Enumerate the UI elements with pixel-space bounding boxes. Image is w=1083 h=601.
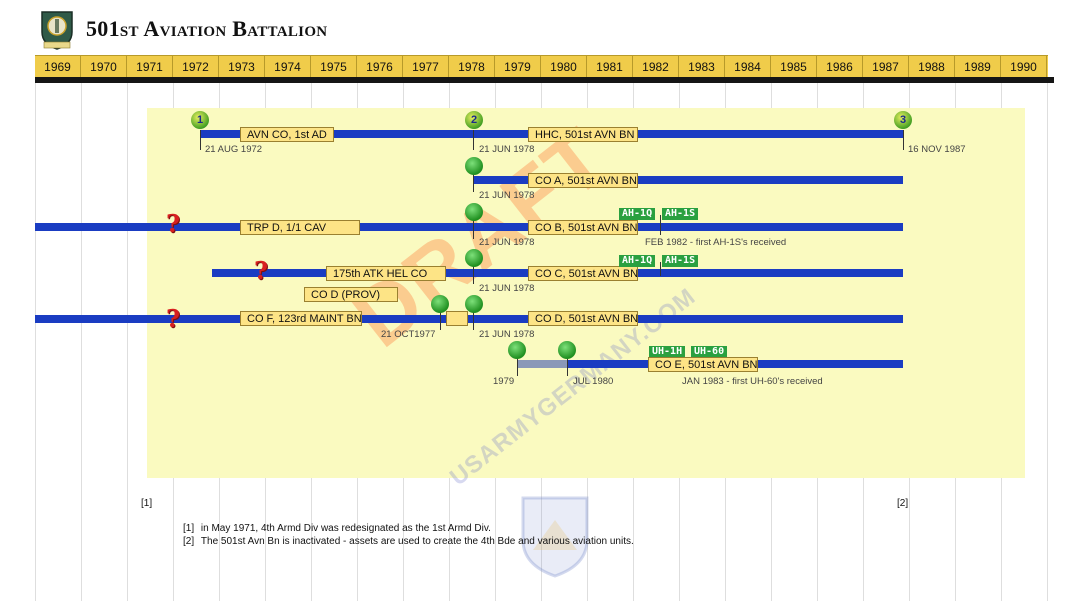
- year-label: 1980: [541, 56, 587, 78]
- year-label: 1977: [403, 56, 449, 78]
- milestone-3-marker: 3: [894, 111, 912, 129]
- year-axis: 1969 1970 1971 1972 1973 1974 1975 1976 1977 1978…: [35, 55, 1048, 78]
- tick: [517, 354, 518, 376]
- aircraft-tag-ah-1q: AH-1Q: [619, 208, 656, 220]
- year-label: 1972: [173, 56, 219, 78]
- footnote-ref-2: [2]: [897, 498, 909, 509]
- date-label: FEB 1982 - first AH-1S's received: [645, 237, 787, 248]
- co-b-lineage-line: [35, 223, 903, 231]
- tick: [440, 308, 441, 330]
- activation-marker: [558, 341, 576, 359]
- page-title: 501st Aviation Battalion: [86, 16, 328, 41]
- year-label: 1989: [955, 56, 1001, 78]
- aircraft-tag-uh-60: UH-60: [691, 346, 728, 358]
- co-d-lineage-line: [35, 315, 903, 323]
- footnote-ref-1: [1]: [141, 498, 153, 509]
- milestone-1-marker: 1: [191, 111, 209, 129]
- date-label: 16 NOV 1987: [908, 144, 966, 155]
- tick: [473, 308, 474, 330]
- footnote-1-label: [1]: [183, 523, 195, 534]
- footnote-2: [2] The 501st Avn Bn is inactivated - as…: [183, 536, 634, 547]
- unit-label-hhc: HHC, 501st AVN BN: [528, 127, 638, 142]
- unknown-origin-icon: ?: [254, 256, 269, 285]
- year-label: 1969: [35, 56, 81, 78]
- milestone-2-marker: 2: [465, 111, 483, 129]
- activation-marker: [465, 249, 483, 267]
- footnote-1: [1] in May 1971, 4th Armd Div was redesi…: [183, 523, 491, 534]
- unknown-origin-icon: ?: [166, 209, 181, 238]
- footnote-2-label: [2]: [183, 536, 195, 547]
- year-label: 1970: [81, 56, 127, 78]
- activation-marker: [508, 341, 526, 359]
- date-label: 1979: [493, 376, 515, 387]
- unit-label-175th-atk: 175th ATK HEL CO: [326, 266, 446, 281]
- aircraft-tag-uh-1h: UH-1H: [649, 346, 686, 358]
- tick: [473, 130, 474, 150]
- year-label: 1976: [357, 56, 403, 78]
- co-d-prov-segment: [446, 311, 468, 326]
- year-label: 1988: [909, 56, 955, 78]
- aircraft-tag-ah-1s: AH-1S: [662, 208, 699, 220]
- year-label: 1981: [587, 56, 633, 78]
- tick: [473, 215, 474, 239]
- unit-crest-logo: [41, 11, 73, 50]
- footnote-1-text: in May 1971, 4th Armd Div was redesignat…: [200, 523, 491, 534]
- date-label: JUL 1980: [573, 376, 614, 387]
- year-label: 1971: [127, 56, 173, 78]
- tick: [473, 168, 474, 192]
- axis-baseline: [35, 77, 1054, 83]
- unit-label-co-d-prov: CO D (PROV): [304, 287, 398, 302]
- date-label: 21 JUN 1978: [479, 190, 535, 201]
- year-label: 1982: [633, 56, 679, 78]
- unit-label-co-e: CO E, 501st AVN BN: [648, 357, 758, 372]
- year-label: 1983: [679, 56, 725, 78]
- date-label: 21 OCT1977: [381, 329, 436, 340]
- year-gridline: [127, 83, 128, 601]
- co-e-precursor-line: [517, 360, 567, 368]
- year-label: 1987: [863, 56, 909, 78]
- activation-marker: [465, 295, 483, 313]
- tick: [567, 354, 568, 376]
- tick: [660, 262, 661, 276]
- tick: [903, 130, 904, 150]
- year-gridline: [81, 83, 82, 601]
- date-label: 21 AUG 1972: [205, 144, 263, 155]
- date-label: 21 JUN 1978: [479, 329, 535, 340]
- footnote-2-text: The 501st Avn Bn is inactivated - assets…: [200, 536, 634, 547]
- activation-marker: [465, 157, 483, 175]
- site-watermark-shield-icon: [521, 496, 589, 578]
- unit-label-trp-d: TRP D, 1/1 CAV: [240, 220, 360, 235]
- activation-marker: [465, 203, 483, 221]
- year-label: 1984: [725, 56, 771, 78]
- unit-label-co-d: CO D, 501st AVN BN: [528, 311, 638, 326]
- year-gridline: [35, 83, 36, 601]
- year-label: 1979: [495, 56, 541, 78]
- year-label: 1974: [265, 56, 311, 78]
- aircraft-tag-ah-1s: AH-1S: [662, 255, 699, 267]
- tick: [473, 262, 474, 284]
- tick: [660, 215, 661, 235]
- year-label: 1975: [311, 56, 357, 78]
- year-label: 1978: [449, 56, 495, 78]
- unit-label-co-b: CO B, 501st AVN BN: [528, 220, 638, 235]
- date-label: 21 JUN 1978: [479, 144, 535, 155]
- year-gridline: [1047, 83, 1048, 601]
- unit-label-co-c: CO C, 501st AVN BN: [528, 266, 638, 281]
- year-label: 1985: [771, 56, 817, 78]
- year-label: 1973: [219, 56, 265, 78]
- activation-marker: [431, 295, 449, 313]
- unit-label-avn-co: AVN CO, 1st AD: [240, 127, 334, 142]
- aircraft-tag-ah-1q: AH-1Q: [619, 255, 656, 267]
- date-label: JAN 1983 - first UH-60's received: [682, 376, 823, 387]
- unit-label-co-f: CO F, 123rd MAINT BN: [240, 311, 362, 326]
- unit-label-co-a: CO A, 501st AVN BN: [528, 173, 638, 188]
- tick: [200, 130, 201, 150]
- unknown-origin-icon: ?: [166, 304, 181, 333]
- co-a-lineage-line: [473, 176, 903, 184]
- year-label: 1986: [817, 56, 863, 78]
- year-label: 1990: [1001, 56, 1047, 78]
- date-label: 21 JUN 1978: [479, 237, 535, 248]
- date-label: 21 JUN 1978: [479, 283, 535, 294]
- battalion-active-period: [147, 108, 1025, 478]
